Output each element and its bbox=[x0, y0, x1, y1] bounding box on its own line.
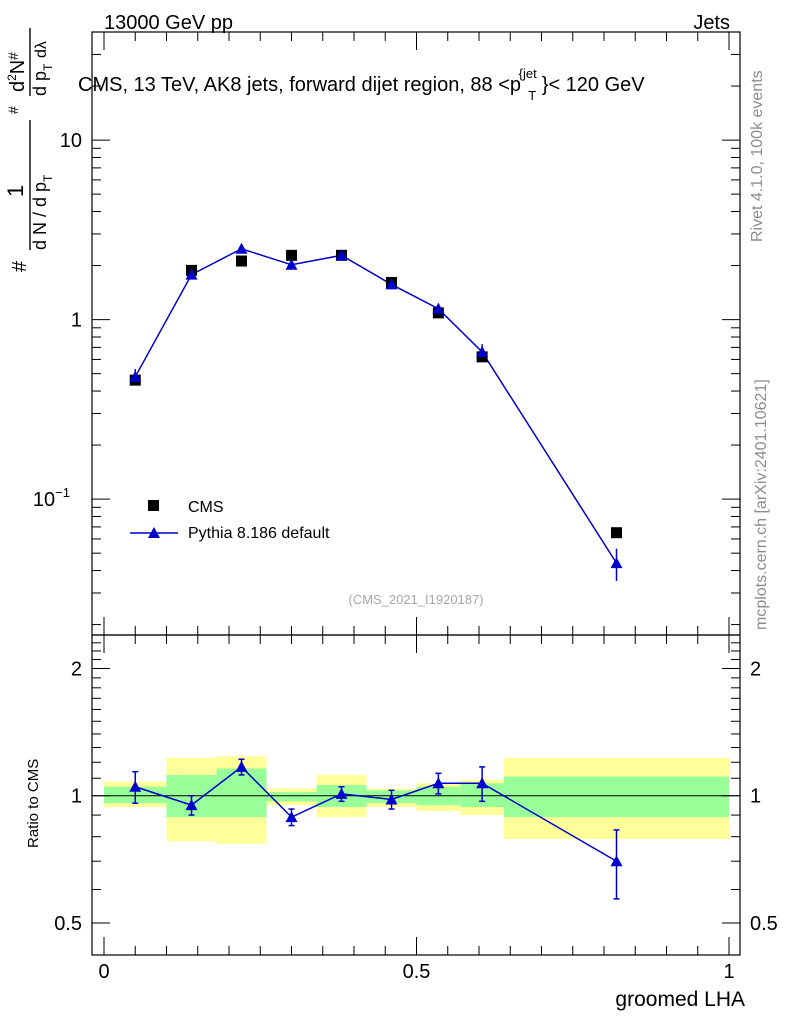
axis-ticks: 10 1 10−1 2 2 1 1 0.5 0.5 0 0.5 1 bbox=[33, 31, 778, 983]
ratio-y-axis-label: Ratio to CMS bbox=[25, 759, 42, 848]
pythia-point bbox=[129, 370, 142, 382]
y-tick-label: 10−1 bbox=[33, 485, 70, 511]
ratio-point bbox=[185, 799, 198, 811]
x-tick-label: 0 bbox=[98, 961, 109, 983]
ratio-y-tick-label: 1 bbox=[71, 786, 82, 808]
plot-title-sup: {jet bbox=[519, 66, 537, 81]
y-label-denom-b: d pT bbox=[30, 63, 55, 96]
plot-title: CMS, 13 TeV, AK8 jets, forward dijet reg… bbox=[78, 61, 645, 105]
plot-title-sub: T bbox=[528, 88, 536, 103]
y-label-hash: # bbox=[9, 260, 31, 272]
y-label-one: 1 bbox=[3, 185, 28, 197]
ratio-point bbox=[610, 855, 623, 867]
ratio-y-tick-label: 2 bbox=[71, 658, 82, 680]
x-tick-label: 1 bbox=[723, 961, 734, 983]
ratio-point bbox=[129, 780, 142, 792]
y-label-hash-3: # bbox=[5, 52, 21, 60]
y-label-denom-a: d N / d pT bbox=[30, 174, 55, 250]
ratio-band-inner bbox=[504, 776, 729, 818]
legend-pythia-label: Pythia 8.186 default bbox=[188, 525, 330, 542]
cms-point bbox=[286, 249, 297, 261]
legend: CMS Pythia 8.186 default bbox=[130, 499, 330, 542]
data-series bbox=[129, 242, 623, 581]
pythia-point bbox=[285, 258, 298, 270]
cms-point bbox=[236, 255, 247, 267]
pythia-point bbox=[432, 302, 445, 314]
pythia-point bbox=[610, 557, 623, 569]
pythia-point bbox=[185, 268, 198, 280]
cms-point bbox=[611, 527, 622, 539]
main-plot-frame bbox=[91, 31, 741, 636]
plot-title-tail: }< 120 GeV bbox=[542, 74, 646, 96]
pythia-point bbox=[335, 249, 348, 261]
y-label-denom-c: dλ bbox=[33, 41, 50, 58]
rivet-version-label: Rivet 4.1.0, 100k events bbox=[749, 70, 766, 242]
ratio-y-tick-label-right: 1 bbox=[750, 786, 761, 808]
ratio-point bbox=[285, 811, 298, 823]
ratio-point bbox=[335, 787, 348, 799]
y-label-numer: d2N bbox=[5, 60, 29, 92]
pythia-point bbox=[385, 278, 398, 290]
legend-pythia-marker bbox=[148, 527, 160, 538]
ratio-point bbox=[432, 777, 445, 789]
ratio-series bbox=[129, 758, 623, 900]
y-axis-label: # 1 d N / d pT # d2N d pT dλ # bbox=[3, 28, 55, 272]
ratio-y-tick-label-right: 2 bbox=[750, 658, 761, 680]
ratio-band-inner bbox=[216, 768, 267, 818]
x-axis-label: groomed LHA bbox=[615, 988, 745, 1011]
legend-cms-marker bbox=[148, 500, 159, 511]
y-tick-label: 10 bbox=[60, 130, 82, 152]
mcplots-label: mcplots.cern.ch [arXiv:2401.10621] bbox=[753, 379, 770, 630]
x-tick-label: 0.5 bbox=[403, 961, 431, 983]
ratio-point bbox=[385, 793, 398, 805]
ratio-point bbox=[476, 777, 489, 789]
y-tick-label: 1 bbox=[71, 310, 82, 332]
ratio-y-tick-label: 0.5 bbox=[54, 913, 82, 935]
legend-cms-label: CMS bbox=[188, 499, 224, 516]
header-energy-label: 13000 GeV pp bbox=[104, 12, 233, 34]
analysis-watermark: (CMS_2021_I1920187) bbox=[348, 592, 483, 607]
pythia-point bbox=[235, 242, 248, 254]
header-category-label: Jets bbox=[693, 12, 730, 34]
ratio-y-tick-label-right: 0.5 bbox=[750, 913, 778, 935]
y-label-hash-2: # bbox=[5, 106, 21, 114]
ratio-uncertainty-bands bbox=[104, 756, 729, 844]
pythia-point bbox=[476, 345, 489, 357]
plot-title-main: CMS, 13 TeV, AK8 jets, forward dijet reg… bbox=[78, 74, 521, 96]
ratio-point bbox=[235, 760, 248, 772]
ratio-band-inner bbox=[266, 792, 317, 802]
